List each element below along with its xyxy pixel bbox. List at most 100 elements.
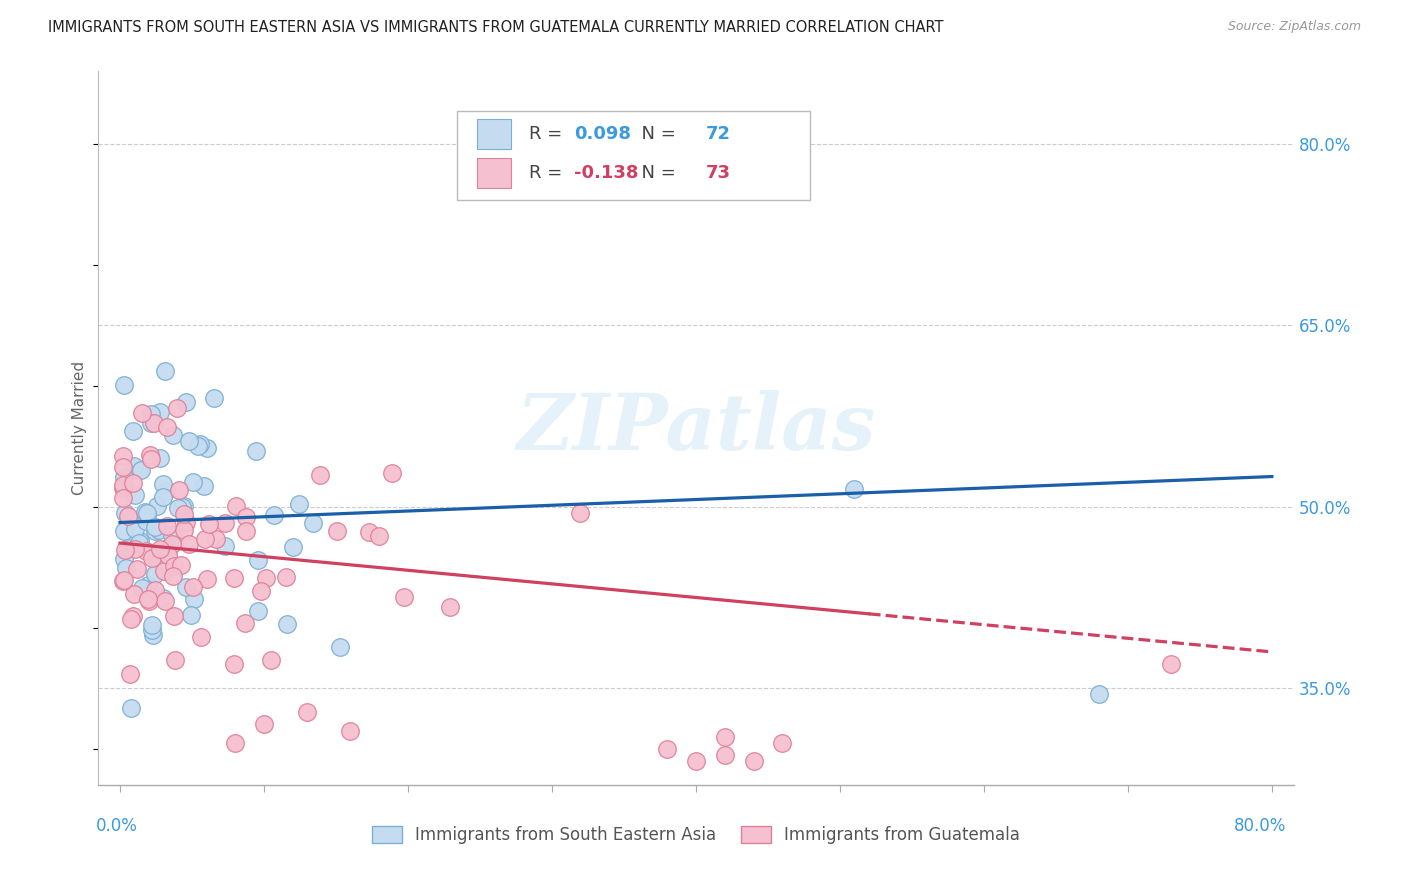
Point: [163, 608, 186, 623]
Point: [381, 466, 404, 480]
Point: [112, 524, 135, 539]
Point: [124, 541, 146, 556]
Point: [259, 653, 281, 667]
Text: 72: 72: [706, 125, 731, 143]
Point: [141, 618, 163, 632]
Point: [139, 408, 162, 422]
Point: [180, 607, 202, 622]
Point: [253, 717, 276, 731]
Point: [163, 559, 186, 574]
Point: [127, 463, 149, 477]
Point: [157, 540, 180, 554]
Point: [136, 578, 159, 592]
Point: [124, 587, 146, 601]
Text: Source: ZipAtlas.com: Source: ZipAtlas.com: [1227, 20, 1361, 33]
Legend: Immigrants from South Eastern Asia, Immigrants from Guatemala: Immigrants from South Eastern Asia, Immi…: [371, 826, 1021, 845]
Point: [114, 506, 136, 520]
Point: [143, 566, 166, 581]
Point: [170, 500, 193, 514]
Point: [131, 407, 153, 421]
Point: [111, 574, 134, 588]
Point: [128, 535, 150, 549]
Point: [156, 549, 179, 563]
Point: [121, 701, 143, 715]
Text: N =: N =: [630, 164, 682, 182]
Point: [145, 550, 167, 565]
Point: [120, 612, 142, 626]
Point: [152, 477, 174, 491]
Point: [302, 516, 325, 530]
Text: R =: R =: [529, 125, 568, 143]
Point: [162, 568, 184, 582]
Point: [135, 508, 157, 523]
Text: N =: N =: [630, 125, 682, 143]
FancyBboxPatch shape: [477, 120, 510, 149]
Point: [174, 580, 197, 594]
Text: -0.138: -0.138: [574, 164, 638, 182]
Point: [247, 553, 270, 567]
Point: [187, 439, 209, 453]
Point: [174, 395, 197, 409]
Point: [153, 364, 176, 378]
Point: [111, 482, 134, 496]
Point: [120, 667, 142, 681]
Text: 0.0%: 0.0%: [96, 817, 138, 835]
Point: [202, 391, 225, 405]
Point: [174, 515, 197, 529]
Point: [713, 730, 735, 744]
Point: [245, 444, 267, 458]
Point: [111, 459, 134, 474]
Point: [555, 173, 578, 187]
Point: [247, 604, 270, 618]
Point: [135, 544, 157, 558]
FancyBboxPatch shape: [477, 158, 510, 187]
Point: [1088, 687, 1111, 701]
Point: [526, 155, 548, 169]
Point: [111, 450, 134, 464]
Point: [139, 451, 162, 466]
Point: [112, 551, 135, 566]
Point: [295, 706, 318, 720]
Point: [135, 506, 157, 520]
Point: [167, 501, 190, 516]
Text: ZIPatlas: ZIPatlas: [516, 390, 876, 467]
Point: [114, 542, 136, 557]
Point: [152, 591, 174, 606]
Point: [155, 483, 177, 498]
Point: [111, 478, 134, 492]
Point: [121, 609, 143, 624]
Point: [254, 571, 277, 585]
Point: [249, 583, 271, 598]
Point: [181, 475, 204, 489]
Point: [173, 507, 195, 521]
Point: [569, 506, 592, 520]
Point: [195, 572, 218, 586]
Point: [136, 591, 159, 606]
Point: [131, 581, 153, 595]
Point: [392, 590, 415, 604]
Point: [225, 500, 247, 514]
Point: [308, 467, 330, 482]
Point: [129, 462, 152, 476]
Point: [114, 560, 136, 574]
Point: [844, 482, 866, 496]
Point: [194, 532, 217, 546]
Point: [183, 580, 205, 594]
Point: [160, 536, 183, 550]
Point: [205, 532, 228, 546]
Point: [183, 592, 205, 607]
Point: [112, 469, 135, 483]
FancyBboxPatch shape: [457, 111, 810, 200]
Text: 73: 73: [706, 164, 731, 182]
Point: [165, 653, 187, 667]
Point: [153, 564, 176, 578]
Point: [224, 657, 246, 671]
Point: [117, 509, 139, 524]
Point: [141, 624, 163, 638]
Point: [193, 479, 215, 493]
Point: [139, 417, 162, 431]
Point: [148, 524, 170, 538]
Point: [288, 497, 311, 511]
Point: [263, 508, 285, 522]
Point: [214, 539, 236, 553]
